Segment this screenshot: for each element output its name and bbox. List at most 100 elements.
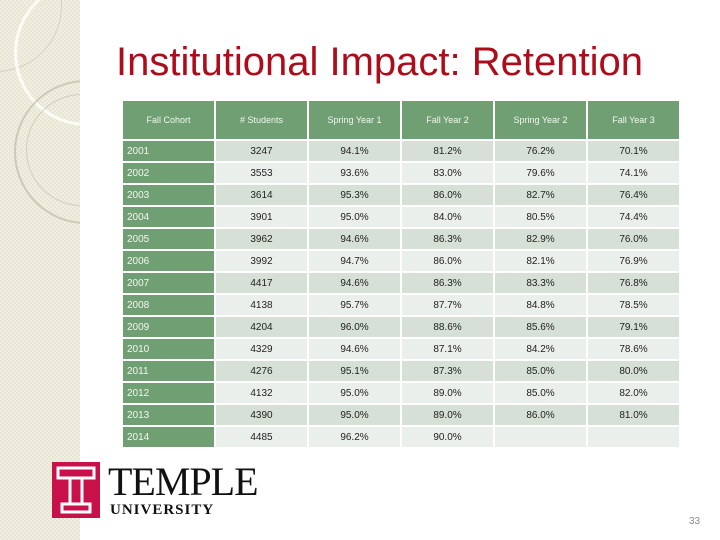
table-cell: 88.6% — [402, 317, 493, 337]
table-cell: 89.0% — [402, 383, 493, 403]
table-cell: 94.1% — [309, 141, 400, 161]
table-cell: 74.1% — [588, 163, 679, 183]
cohort-year-cell: 2012 — [123, 383, 214, 403]
temple-university-logo: TEMPLE UNIVERSITY — [52, 459, 262, 522]
table-cell: 4390 — [216, 405, 307, 425]
table-row: 2005 3962 94.6% 86.3% 82.9% 76.0% — [123, 229, 679, 249]
table-cell: 76.2% — [495, 141, 586, 161]
table-row: 2003 3614 95.3% 86.0% 82.7% 76.4% — [123, 185, 679, 205]
table-row: 2002 3553 93.6% 83.0% 79.6% 74.1% — [123, 163, 679, 183]
table-cell: 76.8% — [588, 273, 679, 293]
column-header: Fall Year 2 — [402, 101, 493, 139]
table-cell: 95.0% — [309, 383, 400, 403]
column-header: Spring Year 1 — [309, 101, 400, 139]
column-header: Fall Cohort — [123, 101, 214, 139]
table-cell: 3962 — [216, 229, 307, 249]
table-cell: 4138 — [216, 295, 307, 315]
table-cell: 87.3% — [402, 361, 493, 381]
table-cell: 86.3% — [402, 229, 493, 249]
slide-title: Institutional Impact: Retention — [116, 40, 643, 84]
cohort-year-cell: 2011 — [123, 361, 214, 381]
table-cell: 70.1% — [588, 141, 679, 161]
table-cell: 82.1% — [495, 251, 586, 271]
table-cell: 83.3% — [495, 273, 586, 293]
table-cell: 94.6% — [309, 273, 400, 293]
table-cell: 96.0% — [309, 317, 400, 337]
table-row: 2014 4485 96.2% 90.0% — [123, 427, 679, 447]
table-cell: 95.0% — [309, 405, 400, 425]
table-cell: 3901 — [216, 207, 307, 227]
table-cell: 4204 — [216, 317, 307, 337]
table-cell: 83.0% — [402, 163, 493, 183]
table-row: 2013 4390 95.0% 89.0% 86.0% 81.0% — [123, 405, 679, 425]
table-cell: 79.1% — [588, 317, 679, 337]
table-cell: 85.0% — [495, 361, 586, 381]
table-cell: 87.7% — [402, 295, 493, 315]
table-cell: 79.6% — [495, 163, 586, 183]
table-cell: 4276 — [216, 361, 307, 381]
table-cell: 80.5% — [495, 207, 586, 227]
cohort-year-cell: 2010 — [123, 339, 214, 359]
cohort-year-cell: 2003 — [123, 185, 214, 205]
logo-name: TEMPLE — [108, 459, 259, 504]
logo-subtitle: UNIVERSITY — [110, 502, 215, 518]
table-cell: 3247 — [216, 141, 307, 161]
cohort-year-cell: 2006 — [123, 251, 214, 271]
table-cell: 95.0% — [309, 207, 400, 227]
table-cell: 74.4% — [588, 207, 679, 227]
table-cell: 94.7% — [309, 251, 400, 271]
table-row: 2004 3901 95.0% 84.0% 80.5% 74.4% — [123, 207, 679, 227]
table-row: 2001 3247 94.1% 81.2% 76.2% 70.1% — [123, 141, 679, 161]
cohort-year-cell: 2013 — [123, 405, 214, 425]
table-cell: 3553 — [216, 163, 307, 183]
table-cell: 87.1% — [402, 339, 493, 359]
table-cell: 86.0% — [495, 405, 586, 425]
table-cell: 4485 — [216, 427, 307, 447]
column-header: # Students — [216, 101, 307, 139]
table-cell: 76.4% — [588, 185, 679, 205]
table-row: 2009 4204 96.0% 88.6% 85.6% 79.1% — [123, 317, 679, 337]
table-cell: 93.6% — [309, 163, 400, 183]
table-cell: 85.6% — [495, 317, 586, 337]
table-cell: 89.0% — [402, 405, 493, 425]
table-cell: 82.0% — [588, 383, 679, 403]
table-cell: 76.0% — [588, 229, 679, 249]
table-cell: 81.0% — [588, 405, 679, 425]
table-cell: 84.2% — [495, 339, 586, 359]
table-cell: 95.1% — [309, 361, 400, 381]
table-cell: 80.0% — [588, 361, 679, 381]
cohort-year-cell: 2007 — [123, 273, 214, 293]
table-cell: 96.2% — [309, 427, 400, 447]
table-cell: 84.8% — [495, 295, 586, 315]
cohort-year-cell: 2001 — [123, 141, 214, 161]
column-header: Fall Year 3 — [588, 101, 679, 139]
retention-table: Fall Cohort # Students Spring Year 1 Fal… — [121, 99, 681, 449]
table-row: 2010 4329 94.6% 87.1% 84.2% 78.6% — [123, 339, 679, 359]
table-row: 2011 4276 95.1% 87.3% 85.0% 80.0% — [123, 361, 679, 381]
cohort-year-cell: 2008 — [123, 295, 214, 315]
table-cell: 4132 — [216, 383, 307, 403]
table-cell: 90.0% — [402, 427, 493, 447]
decorative-sidebar — [0, 0, 80, 540]
table-row: 2006 3992 94.7% 86.0% 82.1% 76.9% — [123, 251, 679, 271]
column-header: Spring Year 2 — [495, 101, 586, 139]
table-cell — [495, 427, 586, 447]
table-cell: 95.7% — [309, 295, 400, 315]
cohort-year-cell: 2009 — [123, 317, 214, 337]
cohort-year-cell: 2014 — [123, 427, 214, 447]
table-row: 2008 4138 95.7% 87.7% 84.8% 78.5% — [123, 295, 679, 315]
table-cell: 84.0% — [402, 207, 493, 227]
cohort-year-cell: 2004 — [123, 207, 214, 227]
table-row: 2012 4132 95.0% 89.0% 85.0% 82.0% — [123, 383, 679, 403]
table-cell: 86.3% — [402, 273, 493, 293]
table-cell: 85.0% — [495, 383, 586, 403]
cohort-year-cell: 2002 — [123, 163, 214, 183]
table-cell: 86.0% — [402, 251, 493, 271]
table-cell: 94.6% — [309, 339, 400, 359]
table-cell: 3992 — [216, 251, 307, 271]
table-cell: 4417 — [216, 273, 307, 293]
table-cell: 3614 — [216, 185, 307, 205]
table-cell: 81.2% — [402, 141, 493, 161]
table-cell: 94.6% — [309, 229, 400, 249]
table-cell: 82.9% — [495, 229, 586, 249]
